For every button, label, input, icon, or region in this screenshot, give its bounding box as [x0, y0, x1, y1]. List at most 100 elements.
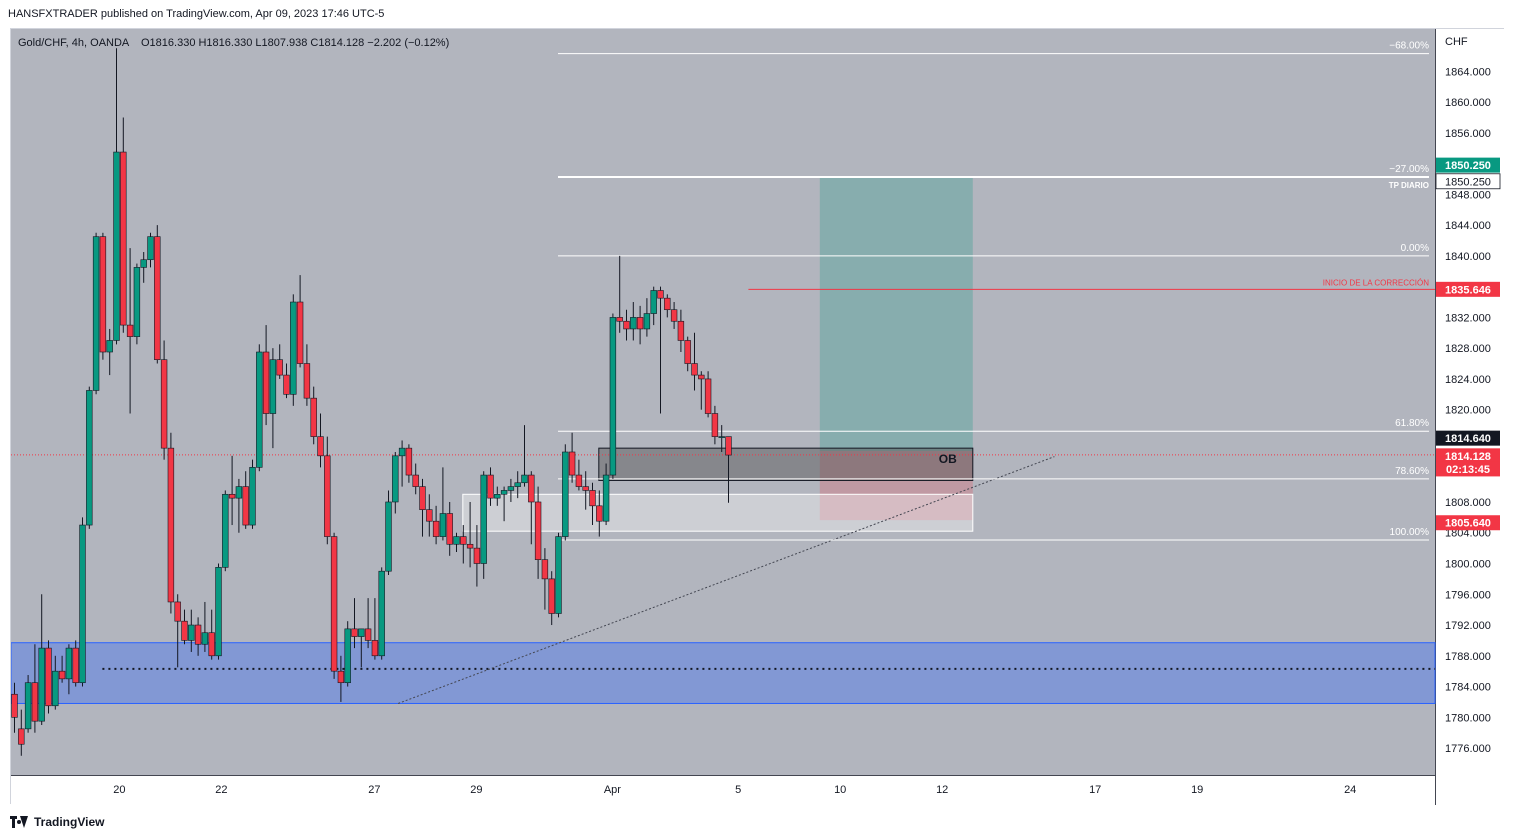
publisher-line: HANSFXTRADER published on TradingView.co… — [8, 8, 385, 20]
price-tick-label: 1792.000 — [1445, 620, 1491, 632]
candle-body — [256, 351, 263, 468]
time-tick-label: 10 — [834, 784, 846, 796]
candle-body — [92, 236, 100, 391]
candle-body — [704, 378, 712, 414]
candle-body — [58, 670, 66, 680]
candle-body — [623, 320, 630, 330]
fibonacci-levels[interactable]: −68.00% −27.00% 0.00% 61.80% 78.60% 100.00% — [558, 41, 1430, 541]
price-badge-label: 1850.250 — [1445, 160, 1491, 172]
candle-body — [596, 505, 603, 522]
price-tick-label: 1844.000 — [1445, 220, 1491, 232]
candle-body — [609, 317, 617, 476]
candle-body — [113, 151, 120, 341]
price-tick-label: 1856.000 — [1445, 128, 1491, 140]
candle-body — [188, 624, 195, 641]
time-tick-label: 5 — [735, 784, 741, 796]
candle-body — [215, 567, 222, 657]
candle-body — [507, 486, 515, 491]
candle-body — [296, 301, 304, 364]
price-tick-label: 1864.000 — [1445, 66, 1491, 78]
candle-body — [602, 474, 610, 522]
price-badge-label: 1814.128 — [1445, 451, 1491, 463]
support-zone[interactable] — [11, 642, 1436, 704]
candle-body — [711, 413, 719, 437]
ascending-trendline[interactable] — [398, 456, 1055, 704]
candle-body — [358, 628, 365, 637]
candle-body — [324, 455, 331, 537]
candle-body — [657, 290, 664, 299]
candle-body — [249, 467, 256, 526]
price-tick-label: 1796.000 — [1445, 589, 1491, 601]
ob-label: OB — [939, 452, 957, 466]
candle-body — [303, 363, 311, 399]
candle-body — [548, 578, 555, 614]
time-tick-label: 27 — [368, 784, 380, 796]
candle-body — [290, 301, 297, 395]
price-tick-label: 1776.000 — [1445, 743, 1491, 755]
candle-body — [718, 436, 725, 438]
candle-body — [262, 351, 270, 414]
take-profit-zone[interactable] — [819, 177, 973, 451]
candle-body — [351, 628, 358, 637]
time-tick-label: 22 — [215, 784, 227, 796]
price-tick-label: 1784.000 — [1445, 682, 1491, 694]
candle-body — [72, 647, 79, 684]
candle-body — [392, 455, 399, 503]
candle-body — [18, 728, 25, 745]
candle-body — [650, 290, 657, 314]
candle-body — [371, 640, 379, 657]
price-tick-label: 1800.000 — [1445, 559, 1491, 571]
price-tick-label: 1860.000 — [1445, 97, 1491, 109]
candle-body — [684, 340, 691, 364]
candle-body — [534, 501, 542, 560]
candle-body — [670, 309, 678, 322]
price-badge-label: 1850.250 — [1445, 176, 1491, 188]
candle-body — [419, 486, 426, 510]
price-chart[interactable]: −68.00% −27.00% 0.00% 61.80% 78.60% 100.00% 1… — [11, 29, 1505, 805]
candle-body — [133, 267, 141, 337]
candle-body — [160, 359, 168, 449]
candle-body — [120, 151, 127, 326]
brand-label: TradingView — [34, 815, 105, 829]
candle-body — [691, 363, 698, 376]
candle-body — [147, 236, 154, 261]
candle-body — [494, 493, 501, 499]
candle-body — [582, 486, 589, 491]
candle-body — [106, 340, 113, 353]
price-tick-label: 1804.000 — [1445, 528, 1491, 540]
price-badge — [1436, 157, 1500, 173]
price-tick-label: 1828.000 — [1445, 343, 1491, 355]
price-tick-label: 1820.000 — [1445, 405, 1491, 417]
tradingview-logo-icon — [10, 816, 28, 828]
fvg-box[interactable] — [462, 493, 974, 532]
candles — [11, 48, 732, 756]
chart-frame[interactable]: −68.00% −27.00% 0.00% 61.80% 78.60% 100.00% 1… — [10, 28, 1505, 805]
order-block-box[interactable] — [598, 447, 974, 481]
stop-loss-zone[interactable] — [819, 450, 973, 521]
plot-background — [11, 29, 1435, 775]
candle-body — [11, 693, 18, 718]
candle-body — [480, 474, 487, 564]
fib-level-label: 100.00% — [1390, 527, 1430, 538]
price-tick-label: 1832.000 — [1445, 312, 1491, 324]
candle-body — [412, 474, 419, 487]
time-tick-label: 29 — [470, 784, 482, 796]
price-badges: 1850.250 1850.250 1835.646 1814.640 1814.128… — [1435, 157, 1501, 531]
price-tick-label: 1780.000 — [1445, 712, 1491, 724]
price-badge — [1436, 430, 1500, 446]
candle-body — [453, 536, 460, 545]
tp-diario-label: TP DIARIO — [1389, 181, 1429, 190]
time-axis-background — [11, 775, 1435, 805]
price-badge-label: 02:13:45 — [1446, 464, 1490, 476]
candle-body — [568, 451, 576, 476]
price-tick-label: 1788.000 — [1445, 651, 1491, 663]
price-badge — [1436, 448, 1500, 464]
currency-label: CHF — [1445, 36, 1468, 48]
candle-body — [344, 628, 351, 684]
candle-body — [575, 474, 583, 487]
time-tick-label: 17 — [1089, 784, 1101, 796]
candle-body — [235, 486, 243, 499]
candle-body — [439, 513, 447, 537]
price-tick-label: 1848.000 — [1445, 189, 1491, 201]
candle-body — [364, 628, 372, 641]
